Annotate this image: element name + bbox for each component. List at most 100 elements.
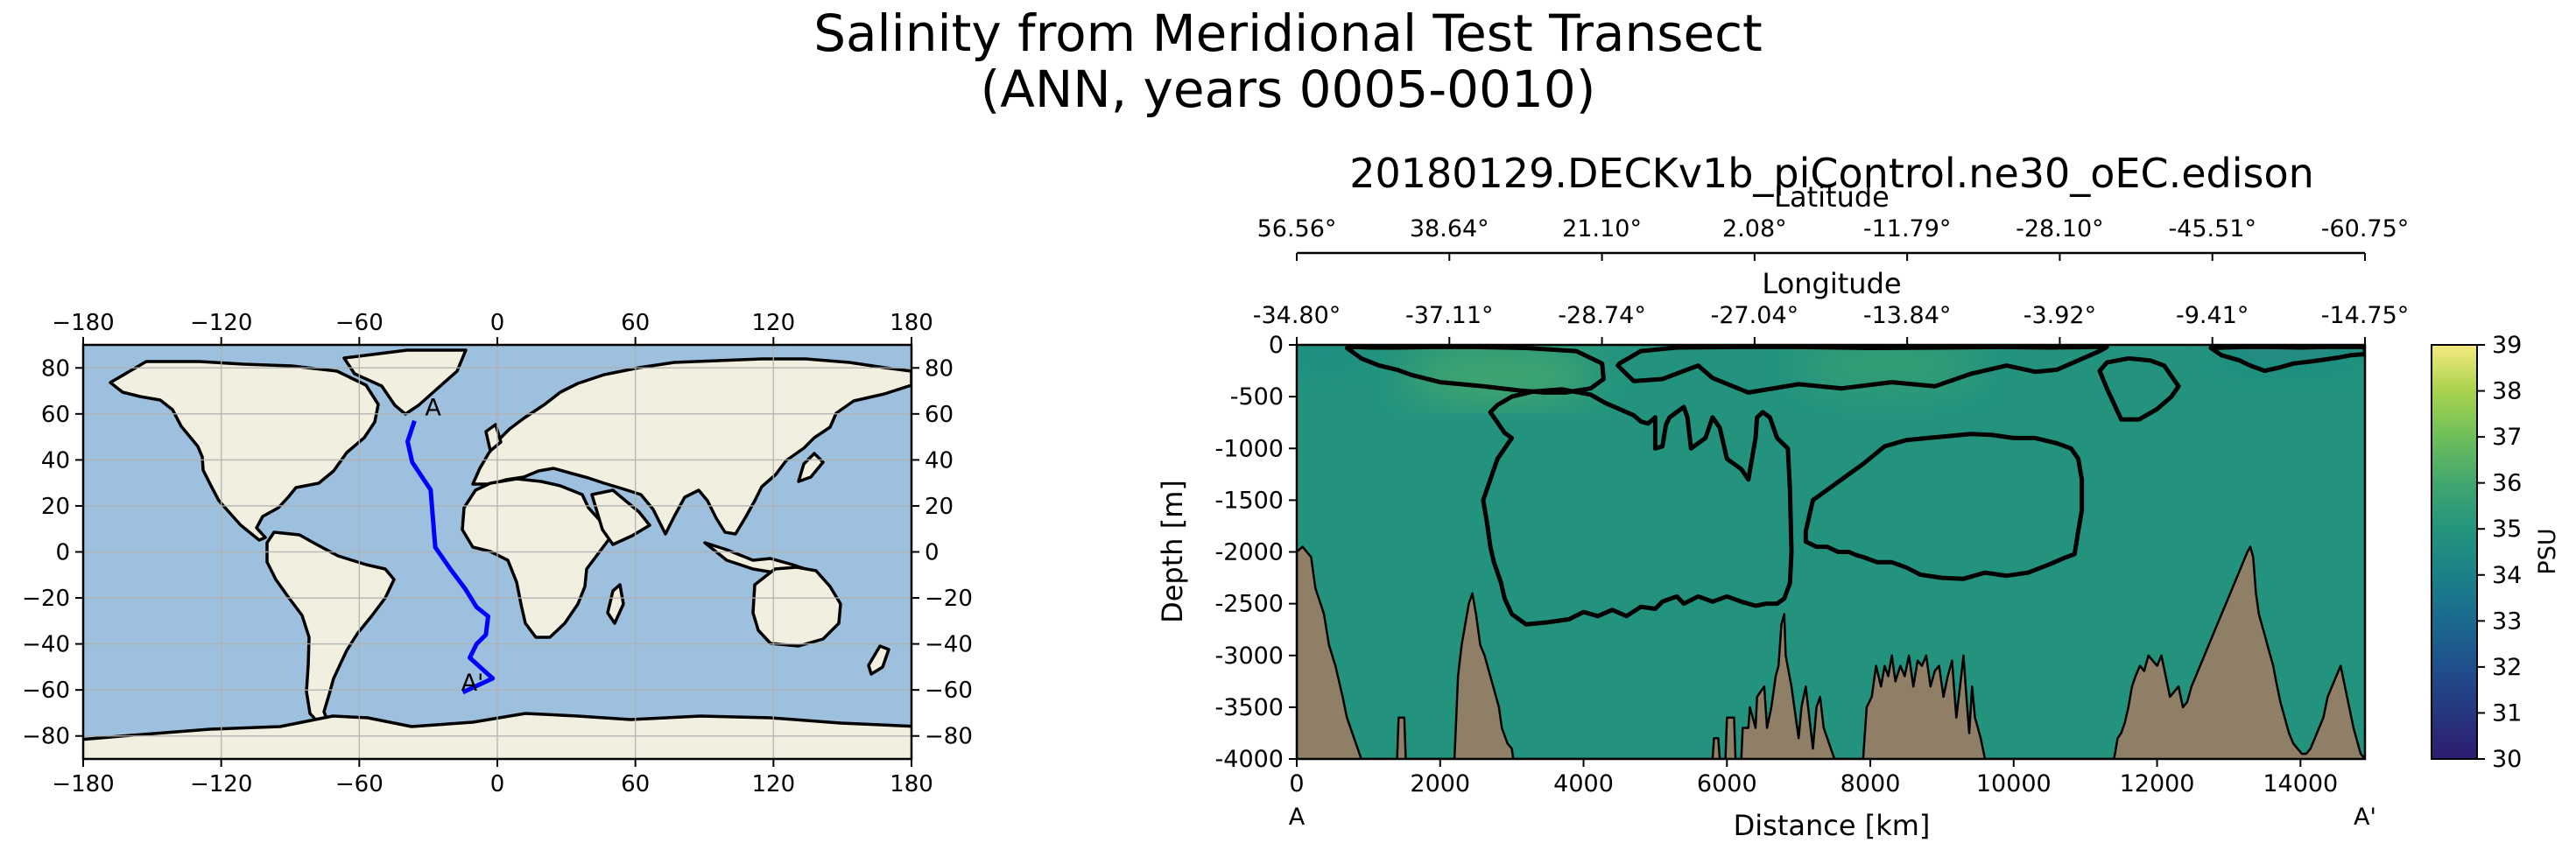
- longitude-tick-label: -34.80°: [1253, 302, 1341, 329]
- map-bottom-tick-label: −180: [52, 771, 114, 797]
- map-left-tick-label: −20: [22, 586, 70, 612]
- latitude-axis-label: Latitude: [1774, 180, 1890, 214]
- distance-tick-label: 8000: [1841, 770, 1901, 797]
- map-right-tick-label: 20: [925, 494, 954, 520]
- latitude-tick-label: 38.64°: [1410, 215, 1489, 242]
- colorbar-tick-label: 34: [2492, 562, 2522, 589]
- contour-central-shallow: [1615, 345, 2109, 395]
- colorbar-tick-label: 32: [2492, 654, 2522, 681]
- map-right-tick-label: 60: [925, 402, 954, 428]
- map-bottom-tick-label: 120: [752, 771, 796, 797]
- salinity-band-surface-fresh-north: [1297, 345, 1355, 354]
- figure-title-line-1: Salinity from Meridional Test Transect: [813, 4, 1763, 63]
- map-top-tick-label: 60: [621, 310, 650, 336]
- colorbar-tick-label: 38: [2492, 378, 2522, 405]
- land-eurasia: [471, 357, 911, 536]
- section-y-label: Depth [m]: [1156, 480, 1189, 623]
- latitude-tick-label: 2.08°: [1722, 215, 1787, 242]
- longitude-tick-label: -27.04°: [1711, 302, 1799, 329]
- contour-south-surface-lens: [2208, 345, 2365, 374]
- map-left-tick-label: −80: [22, 724, 70, 750]
- longitude-tick-label: -13.84°: [1863, 302, 1952, 329]
- figure-title-line-2: (ANN, years 0005-0010): [980, 60, 1596, 119]
- map-left-tick-label: 0: [55, 540, 70, 566]
- colorbar-ticks: 30 31 32 33 34 35 36 37 38 39: [2477, 332, 2522, 773]
- map-right-tick-label: −40: [925, 632, 973, 658]
- colorbar-tick-label: 39: [2492, 332, 2522, 359]
- depth-tick-label: -3500: [1215, 694, 1284, 721]
- colorbar-tick-label: 30: [2492, 746, 2522, 773]
- colorbar-tick-label: 31: [2492, 699, 2522, 727]
- map-top-tick-label: −120: [190, 310, 252, 336]
- map-top-tick-label: 180: [890, 310, 933, 336]
- section-title: 20180129.DECKv1b_piControl.ne30_oEC.edis…: [1349, 150, 2314, 197]
- map-bottom-tick-label: −120: [190, 771, 252, 797]
- depth-tick-label: 0: [1269, 332, 1284, 359]
- depth-tick-label: -2500: [1215, 591, 1284, 618]
- latitude-tick-label: -28.10°: [2016, 215, 2104, 242]
- distance-tick-label: 2000: [1410, 770, 1470, 797]
- map-right-tick-label: 80: [925, 355, 954, 382]
- distance-tick-label: 10000: [1976, 770, 2052, 797]
- map-panel: A A' −180 −180 −120 −120 −60 −60 0 0 60 60 120 120 1…: [22, 310, 973, 797]
- map-right-tick-label: 40: [925, 447, 954, 474]
- salinity-band-upper-south-high: [1798, 345, 1978, 387]
- depth-tick-label: -2000: [1215, 539, 1284, 566]
- latitude-tick-label: -60.75°: [2321, 215, 2410, 242]
- depth-tick-label: -4000: [1215, 746, 1284, 773]
- salinity-band-upper-north-high: [1404, 345, 1598, 407]
- map-top-tick-label: 120: [752, 310, 796, 336]
- map-left-tick-label: 80: [41, 355, 70, 382]
- distance-tick-label: 12000: [2120, 770, 2195, 797]
- latitude-tick-label: -45.51°: [2168, 215, 2256, 242]
- section-end-label: A': [2354, 804, 2376, 831]
- transect-end-label: A': [461, 670, 484, 697]
- longitude-tick-label: -28.74°: [1558, 302, 1646, 329]
- latitude-axis: Latitude 56.56° 38.64° 21.10° 2.08° -11.79° -…: [1257, 180, 2410, 261]
- colorbar-tick-label: 37: [2492, 424, 2522, 451]
- bathymetry: [1297, 545, 2365, 759]
- depth-tick-label: -1500: [1215, 487, 1284, 514]
- map-left-tick-label: −40: [22, 632, 70, 658]
- land-australia: [751, 565, 842, 648]
- land-new-zealand: [867, 644, 890, 676]
- longitude-tick-label: -3.92°: [2023, 302, 2096, 329]
- colorbar-fill: [2431, 344, 2478, 760]
- colorbar-tick-label: 33: [2492, 608, 2522, 635]
- map-top-tick-label: 0: [490, 310, 505, 336]
- colorbar: 30 31 32 33 34 35 36 37 38 39 PSU: [2431, 332, 2561, 773]
- transect-line: [405, 419, 496, 695]
- section-start-label: A: [1289, 804, 1306, 831]
- colorbar-tick-label: 36: [2492, 470, 2522, 497]
- contour-north-upper-cell: [1344, 345, 1606, 395]
- map-bottom-tick-label: 180: [890, 771, 933, 797]
- longitude-axis: Longitude -34.80° -37.11° -28.74° -27.04° -1…: [1253, 267, 2409, 345]
- contour-deep-south-cell: [1803, 432, 2085, 581]
- longitude-tick-label: -9.41°: [2176, 302, 2249, 329]
- colorbar-tick-label: 35: [2492, 516, 2522, 543]
- map-gridlines: [83, 345, 911, 759]
- latitude-tick-label: 56.56°: [1257, 215, 1337, 242]
- section-x-label: Distance [km]: [1734, 809, 1931, 842]
- map-bottom-tick-label: −60: [335, 771, 384, 797]
- map-left-tick-label: 40: [41, 447, 70, 474]
- land-north-america: [109, 360, 380, 542]
- map-ticks: −180 −180 −120 −120 −60 −60 0 0 60 60 120 120 180 180…: [22, 310, 973, 797]
- transect-start-label: A: [425, 395, 441, 422]
- depth-tick-label: -3000: [1215, 643, 1284, 670]
- latitude-tick-label: -11.79°: [1863, 215, 1952, 242]
- map-left-tick-label: 60: [41, 402, 70, 428]
- land-madagascar: [606, 583, 625, 625]
- longitude-axis-label: Longitude: [1762, 267, 1901, 300]
- map-left-tick-label: 20: [41, 494, 70, 520]
- section-y-axis: 0 -500 -1000 -1500 -2000 -2500 -3000 -3500 -4000: [1215, 332, 1297, 773]
- section-x-axis: 0 2000 4000 6000 8000 10000 12000 14000: [1289, 759, 2338, 797]
- salinity-contours: [1344, 345, 2365, 627]
- contour-south-upper-cell: [2097, 355, 2181, 422]
- map-right-tick-label: −80: [925, 724, 973, 750]
- land-greenland: [342, 348, 468, 416]
- distance-tick-label: 0: [1289, 770, 1304, 797]
- map-bottom-tick-label: 0: [490, 771, 505, 797]
- map-left-tick-label: −60: [22, 678, 70, 704]
